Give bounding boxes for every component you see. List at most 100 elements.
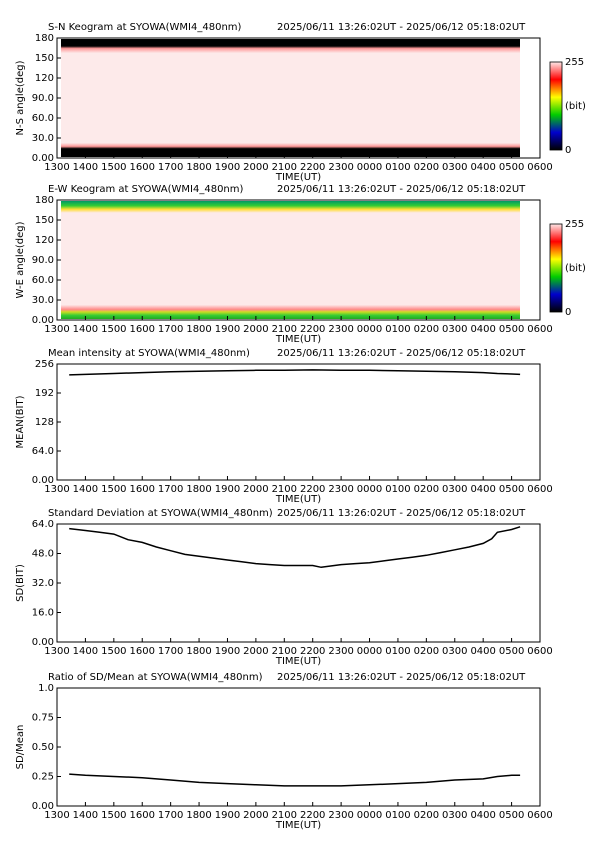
y-tick-label: 0.50 bbox=[32, 742, 54, 753]
y-tick-label: 256 bbox=[35, 359, 54, 370]
x-tick-label: 1400 bbox=[73, 162, 98, 173]
chart-subtitle: 2025/06/11 13:26:02UT - 2025/06/12 05:18… bbox=[277, 508, 526, 519]
x-tick-label: 1400 bbox=[73, 484, 98, 495]
plot-frame bbox=[56, 523, 541, 643]
x-tick-label: 0600 bbox=[527, 646, 552, 657]
y-tick-label: 0.00 bbox=[32, 637, 54, 648]
x-tick-label: 1400 bbox=[73, 646, 98, 657]
y-tick-label: 150 bbox=[35, 53, 54, 64]
x-tick-label: 2000 bbox=[243, 810, 268, 821]
y-tick-label: 0.00 bbox=[32, 801, 54, 812]
x-tick-label: 0300 bbox=[442, 162, 467, 173]
x-tick-label: 1300 bbox=[44, 162, 69, 173]
y-tick-label: 192 bbox=[35, 388, 54, 399]
x-tick-label: 1300 bbox=[44, 484, 69, 495]
x-tick-label: 0000 bbox=[357, 646, 382, 657]
keogram-image bbox=[61, 201, 520, 319]
x-tick-label: 0200 bbox=[414, 810, 439, 821]
x-tick-label: 0600 bbox=[527, 484, 552, 495]
data-line bbox=[69, 526, 521, 569]
y-tick-label: 0.00 bbox=[32, 475, 54, 486]
colorbar-tick-label: 255 bbox=[565, 57, 584, 68]
x-tick-label: 0500 bbox=[499, 162, 524, 173]
x-tick-label: 2100 bbox=[272, 162, 297, 173]
y-tick-label: 30.0 bbox=[32, 133, 54, 144]
y-tick-label: 180 bbox=[35, 33, 54, 44]
y-tick-label: 32.0 bbox=[32, 578, 54, 589]
x-tick-label: 1300 bbox=[44, 324, 69, 335]
y-tick-label: 64.0 bbox=[32, 446, 54, 457]
x-tick-label: 1500 bbox=[101, 484, 126, 495]
x-tick-label: 2100 bbox=[272, 484, 297, 495]
chart-title: Ratio of SD/Mean at SYOWA(WMI4_480nm) bbox=[48, 672, 263, 683]
colorbar-tick-label: 0 bbox=[565, 145, 571, 156]
x-tick-label: 0000 bbox=[357, 162, 382, 173]
x-tick-label: 0100 bbox=[385, 646, 410, 657]
x-tick-label: 2000 bbox=[243, 484, 268, 495]
y-tick-label: 120 bbox=[35, 73, 54, 84]
y-tick-label: 30.0 bbox=[32, 295, 54, 306]
y-tick-label: 120 bbox=[35, 235, 54, 246]
x-tick-label: 0400 bbox=[470, 484, 495, 495]
x-tick-label: 2200 bbox=[300, 162, 325, 173]
y-tick-label: 180 bbox=[35, 195, 54, 206]
x-tick-label: 2000 bbox=[243, 162, 268, 173]
x-tick-label: 1900 bbox=[215, 484, 240, 495]
x-tick-label: 2300 bbox=[328, 162, 353, 173]
y-tick-label: 64.0 bbox=[32, 519, 54, 530]
plot-frame bbox=[56, 687, 541, 807]
x-tick-label: 0400 bbox=[470, 324, 495, 335]
colorbar-label: (bit) bbox=[565, 263, 586, 274]
x-tick-label: 0000 bbox=[357, 810, 382, 821]
x-tick-label: 1500 bbox=[101, 162, 126, 173]
x-tick-label: 2200 bbox=[300, 324, 325, 335]
y-tick-label: 1.0 bbox=[38, 683, 54, 694]
x-tick-label: 1500 bbox=[101, 810, 126, 821]
y-tick-label: 60.0 bbox=[32, 275, 54, 286]
x-tick-label: 0400 bbox=[470, 810, 495, 821]
x-tick-label: 1400 bbox=[73, 324, 98, 335]
x-tick-label: 0300 bbox=[442, 810, 467, 821]
y-axis-label: SD/Mean bbox=[15, 725, 26, 770]
x-axis-label: TIME(UT) bbox=[275, 494, 321, 505]
colorbar bbox=[549, 223, 563, 313]
x-axis-label: TIME(UT) bbox=[275, 820, 321, 831]
colorbar-tick-label: 0 bbox=[565, 307, 571, 318]
x-tick-label: 1600 bbox=[130, 646, 155, 657]
y-axis-label: SD(BIT) bbox=[15, 564, 26, 602]
y-tick-label: 90.0 bbox=[32, 255, 54, 266]
x-tick-label: 2300 bbox=[328, 810, 353, 821]
x-tick-label: 1800 bbox=[186, 484, 211, 495]
x-tick-label: 2300 bbox=[328, 646, 353, 657]
y-tick-label: 0.25 bbox=[32, 772, 54, 783]
y-tick-label: 150 bbox=[35, 215, 54, 226]
y-tick-label: 0.75 bbox=[32, 713, 54, 724]
x-tick-label: 2200 bbox=[300, 484, 325, 495]
chart-title: E-W Keogram at SYOWA(WMI4_480nm) bbox=[48, 184, 244, 195]
plot-frame bbox=[56, 363, 541, 481]
x-tick-label: 2000 bbox=[243, 646, 268, 657]
x-tick-label: 1600 bbox=[130, 324, 155, 335]
x-tick-label: 0500 bbox=[499, 484, 524, 495]
x-tick-label: 0200 bbox=[414, 484, 439, 495]
x-tick-label: 1900 bbox=[215, 162, 240, 173]
y-tick-label: 0.00 bbox=[32, 315, 54, 326]
chart-title: S-N Keogram at SYOWA(WMI4_480nm) bbox=[48, 22, 242, 33]
chart-subtitle: 2025/06/11 13:26:02UT - 2025/06/12 05:18… bbox=[277, 348, 526, 359]
x-tick-label: 0500 bbox=[499, 810, 524, 821]
x-tick-label: 0300 bbox=[442, 324, 467, 335]
x-tick-label: 1500 bbox=[101, 324, 126, 335]
x-tick-label: 0300 bbox=[442, 646, 467, 657]
x-tick-label: 2000 bbox=[243, 324, 268, 335]
y-axis-label: N-S angle(deg) bbox=[15, 60, 26, 135]
x-tick-label: 1700 bbox=[158, 162, 183, 173]
x-tick-label: 1700 bbox=[158, 646, 183, 657]
x-tick-label: 1800 bbox=[186, 646, 211, 657]
x-axis-label: TIME(UT) bbox=[275, 172, 321, 183]
x-tick-label: 1800 bbox=[186, 324, 211, 335]
y-axis-label: MEAN(BIT) bbox=[15, 395, 26, 448]
x-tick-label: 0000 bbox=[357, 324, 382, 335]
chart-subtitle: 2025/06/11 13:26:02UT - 2025/06/12 05:18… bbox=[277, 184, 526, 195]
x-axis-label: TIME(UT) bbox=[275, 656, 321, 667]
